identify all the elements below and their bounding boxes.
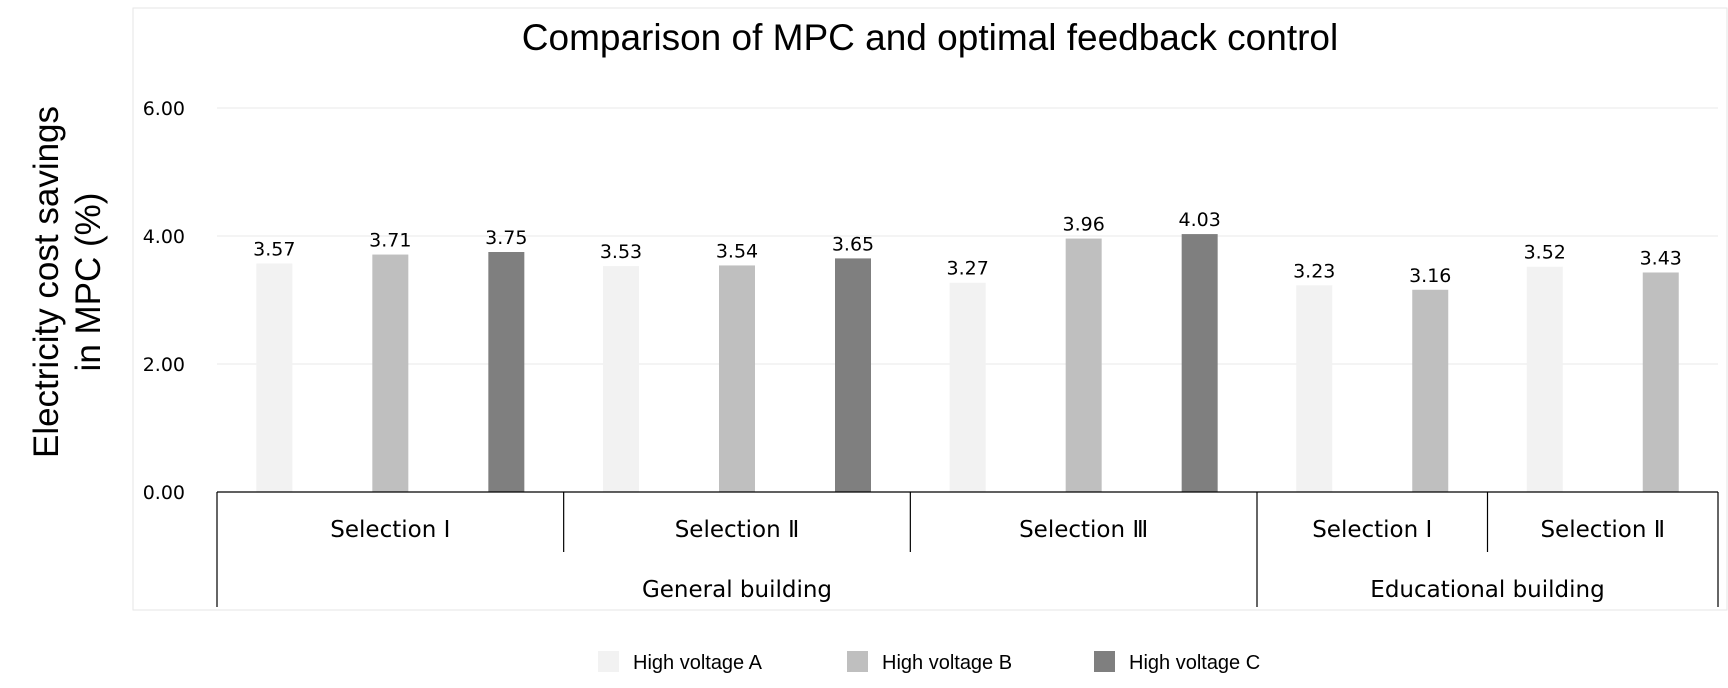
data-label: 4.03: [1179, 209, 1221, 231]
data-label: 3.54: [716, 240, 758, 262]
y-tick-label: 4.00: [143, 226, 185, 248]
category-label: Selection Ⅰ: [330, 517, 450, 543]
bar: [1065, 238, 1102, 492]
data-label: 3.16: [1409, 265, 1451, 287]
category-label: Selection Ⅲ: [1019, 517, 1148, 543]
data-label: 3.96: [1063, 214, 1105, 236]
y-tick-label: 2.00: [143, 354, 185, 376]
data-label: 3.27: [947, 258, 989, 280]
data-label: 3.65: [832, 233, 874, 255]
bar: [1642, 272, 1679, 492]
data-label: 3.43: [1640, 247, 1682, 269]
group-label: Educational building: [1370, 577, 1604, 603]
y-axis-label: Electricity cost savings in MPC (%): [27, 106, 108, 458]
legend-label: High voltage B: [882, 652, 1012, 674]
data-labels: 3.57 3.71 3.75 3.53 3.54 3.65 3.27 3.96 4.03 3.23…: [253, 209, 1682, 287]
category-label: Selection Ⅱ: [1540, 517, 1665, 543]
bar: [1296, 285, 1333, 492]
legend: High voltage A High voltage B High voltage…: [598, 651, 1260, 674]
y-axis-ticks: 0.00 2.00 4.00 6.00: [143, 98, 185, 504]
y-tick-label: 0.00: [143, 482, 185, 504]
bar: [488, 252, 525, 492]
legend-swatch: [598, 651, 619, 672]
category-label: Selection Ⅰ: [1312, 517, 1432, 543]
legend-label: High voltage A: [633, 652, 763, 674]
data-label: 3.53: [600, 241, 642, 263]
legend-swatch: [847, 651, 868, 672]
data-label: 3.71: [369, 230, 411, 252]
data-label: 3.23: [1293, 260, 1335, 282]
bar: [1526, 266, 1563, 492]
bar: [372, 254, 409, 492]
data-label: 3.52: [1524, 242, 1566, 264]
data-label: 3.57: [253, 239, 295, 261]
y-axis-label-line-2: in MPC (%): [69, 193, 108, 372]
bar: [949, 282, 986, 492]
bar: [256, 263, 293, 492]
bar: [835, 258, 871, 492]
category-label: Selection Ⅱ: [675, 517, 800, 543]
y-axis-label-line-1: Electricity cost savings: [27, 106, 66, 458]
legend-label: High voltage C: [1129, 652, 1260, 674]
bar: [1181, 234, 1218, 492]
chart-title: Comparison of MPC and optimal feedback c…: [522, 17, 1338, 58]
category-axis: Selection Ⅰ Selection Ⅱ Selection Ⅲ Selecti…: [216, 491, 1719, 607]
bar: [1412, 289, 1449, 492]
bars: [256, 234, 1679, 492]
legend-swatch: [1094, 651, 1115, 672]
bar: [603, 266, 639, 492]
group-label: General building: [642, 577, 832, 603]
data-label: 3.75: [485, 227, 527, 249]
y-tick-label: 6.00: [143, 98, 185, 120]
bar: [719, 265, 755, 492]
